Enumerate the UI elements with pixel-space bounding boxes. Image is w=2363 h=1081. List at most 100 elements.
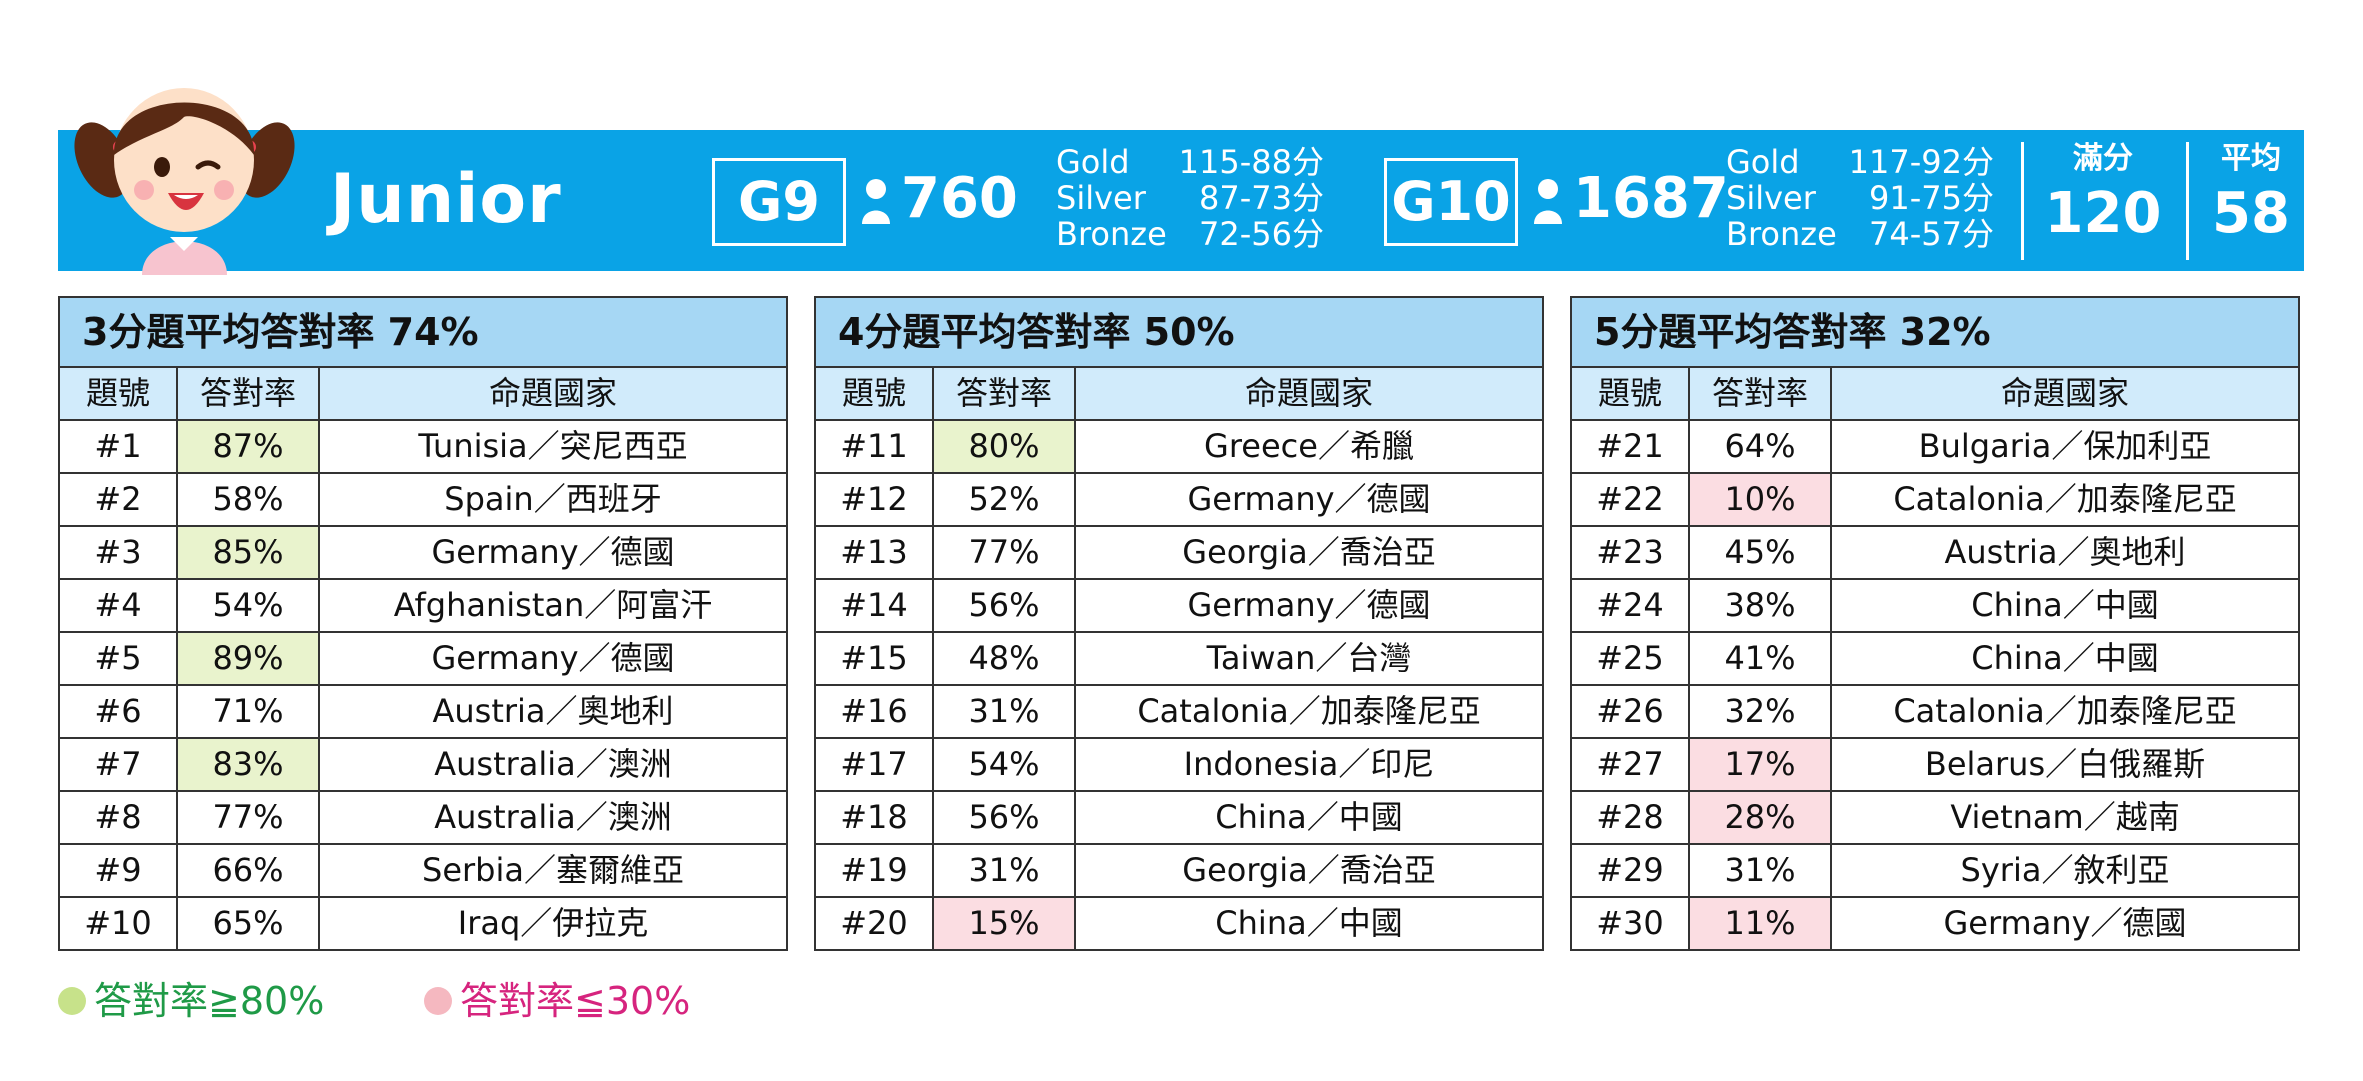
question-number-cell: #23 <box>1570 525 1690 580</box>
table-row: #12 52% Germany／德國 <box>814 472 1545 527</box>
medal-row-bronze: Bronze 72-56分 <box>1056 215 1324 253</box>
table-row: #29 31% Syria／敘利亞 <box>1570 843 2301 898</box>
correct-rate-cell: 87% <box>176 419 320 474</box>
person-icon <box>1534 179 1562 224</box>
table-row: #27 17% Belarus／白俄羅斯 <box>1570 737 2301 792</box>
country-cell: Syria／敘利亞 <box>1829 843 2301 898</box>
correct-rate-cell: 77% <box>176 790 320 845</box>
correct-rate-cell: 54% <box>176 578 320 633</box>
results-table-3pt: 3分題平均答對率 74% 題號 答對率 命題國家 #1 87% Tunisia／突尼… <box>57 296 789 951</box>
table-row: #8 77% Australia／澳洲 <box>58 790 789 845</box>
correct-rate-cell: 38% <box>1688 578 1832 633</box>
correct-rate-cell: 28% <box>1688 790 1832 845</box>
country-cell: Germany／德國 <box>1073 578 1545 633</box>
country-cell: Australia／澳洲 <box>317 737 789 792</box>
country-cell: Germany／德國 <box>317 631 789 686</box>
table-row: #14 56% Germany／德國 <box>814 578 1545 633</box>
correct-rate-cell: 48% <box>932 631 1076 686</box>
correct-rate-cell: 85% <box>176 525 320 580</box>
country-cell: Bulgaria／保加利亞 <box>1829 419 2301 474</box>
country-cell: Spain／西班牙 <box>317 472 789 527</box>
question-number-cell: #5 <box>58 631 178 686</box>
column-header-rate: 答對率 <box>176 366 320 421</box>
correct-rate-cell: 41% <box>1688 631 1832 686</box>
correct-rate-cell: 32% <box>1688 684 1832 739</box>
table-body: #1 87% Tunisia／突尼西亞 #2 58% Spain／西班牙 #3 85% Germ… <box>58 419 789 951</box>
table-body: #21 64% Bulgaria／保加利亞 #22 10% Catalonia／加泰隆尼亞… <box>1570 419 2301 951</box>
column-header-row: 題號 答對率 命題國家 <box>58 366 789 421</box>
results-table-5pt: 5分題平均答對率 32% 題號 答對率 命題國家 #21 64% Bulgaria／… <box>1569 296 2301 951</box>
legend-dot-icon <box>424 987 452 1015</box>
participant-count-g10: 1687 <box>1573 166 1729 231</box>
legend-dot-icon <box>58 987 86 1015</box>
question-number-cell: #8 <box>58 790 178 845</box>
girl-mascot-illustration <box>74 88 295 275</box>
column-header-country: 命題國家 <box>317 366 789 421</box>
table-row: #25 41% China／中國 <box>1570 631 2301 686</box>
results-table-4pt: 4分題平均答對率 50% 題號 答對率 命題國家 #11 80% Greece／希臘… <box>813 296 1545 951</box>
country-cell: China／中國 <box>1073 790 1545 845</box>
question-number-cell: #20 <box>814 896 934 951</box>
country-cell: Iraq／伊拉克 <box>317 896 789 951</box>
medal-row-bronze: Bronze 74-57分 <box>1726 215 1994 253</box>
table-title: 4分題平均答對率 50% <box>813 296 1545 368</box>
table-row: #16 31% Catalonia／加泰隆尼亞 <box>814 684 1545 739</box>
table-title: 3分題平均答對率 74% <box>57 296 789 368</box>
question-number-cell: #12 <box>814 472 934 527</box>
column-header-row: 題號 答對率 命題國家 <box>1570 366 2301 421</box>
table-title-row: 3分題平均答對率 74% <box>57 296 789 368</box>
country-cell: Catalonia／加泰隆尼亞 <box>1073 684 1545 739</box>
question-number-cell: #15 <box>814 631 934 686</box>
table-row: #30 11% Germany／德國 <box>1570 896 2301 951</box>
table-row: #7 83% Australia／澳洲 <box>58 737 789 792</box>
table-row: #20 15% China／中國 <box>814 896 1545 951</box>
average-score: 平均 58 <box>2212 141 2290 246</box>
legend-low: 答對率≦30% <box>424 975 690 1027</box>
country-cell: Austria／奧地利 <box>1829 525 2301 580</box>
correct-rate-cell: 64% <box>1688 419 1832 474</box>
correct-rate-cell: 45% <box>1688 525 1832 580</box>
divider <box>2186 142 2189 260</box>
column-header-rate: 答對率 <box>932 366 1076 421</box>
medal-row-silver: Silver 91-75分 <box>1726 179 1994 217</box>
country-cell: Germany／德國 <box>1073 472 1545 527</box>
table-row: #3 85% Germany／德國 <box>58 525 789 580</box>
question-number-cell: #6 <box>58 684 178 739</box>
table-row: #18 56% China／中國 <box>814 790 1545 845</box>
country-cell: Greece／希臘 <box>1073 419 1545 474</box>
country-cell: Serbia／塞爾維亞 <box>317 843 789 898</box>
country-cell: Austria／奧地利 <box>317 684 789 739</box>
country-cell: Germany／德國 <box>1829 896 2301 951</box>
correct-rate-cell: 11% <box>1688 896 1832 951</box>
table-title: 5分題平均答對率 32% <box>1569 296 2301 368</box>
country-cell: Belarus／白俄羅斯 <box>1829 737 2301 792</box>
legend-high: 答對率≧80% <box>58 975 324 1027</box>
correct-rate-cell: 31% <box>1688 843 1832 898</box>
divider <box>2021 142 2024 260</box>
country-cell: China／中國 <box>1829 631 2301 686</box>
table-row: #13 77% Georgia／喬治亞 <box>814 525 1545 580</box>
country-cell: Georgia／喬治亞 <box>1073 525 1545 580</box>
legend-label: 答對率≧80% <box>94 979 325 1023</box>
medal-ranges-g9: Gold 115-88分 Silver 87-73分 Bronze 72-56分 <box>1056 144 1324 252</box>
country-cell: Catalonia／加泰隆尼亞 <box>1829 684 2301 739</box>
table-row: #1 87% Tunisia／突尼西亞 <box>58 419 789 474</box>
correct-rate-cell: 17% <box>1688 737 1832 792</box>
country-cell: Vietnam／越南 <box>1829 790 2301 845</box>
question-number-cell: #30 <box>1570 896 1690 951</box>
question-number-cell: #21 <box>1570 419 1690 474</box>
table-row: #10 65% Iraq／伊拉克 <box>58 896 789 951</box>
table-row: #15 48% Taiwan／台灣 <box>814 631 1545 686</box>
country-cell: Germany／德國 <box>317 525 789 580</box>
question-number-cell: #9 <box>58 843 178 898</box>
table-title-row: 4分題平均答對率 50% <box>813 296 1545 368</box>
question-number-cell: #27 <box>1570 737 1690 792</box>
question-number-cell: #1 <box>58 419 178 474</box>
correct-rate-cell: 66% <box>176 843 320 898</box>
question-number-cell: #26 <box>1570 684 1690 739</box>
question-number-cell: #28 <box>1570 790 1690 845</box>
person-icon <box>862 179 890 224</box>
medal-row-silver: Silver 87-73分 <box>1056 179 1324 217</box>
participant-count-g9: 760 <box>901 166 1018 231</box>
table-row: #19 31% Georgia／喬治亞 <box>814 843 1545 898</box>
